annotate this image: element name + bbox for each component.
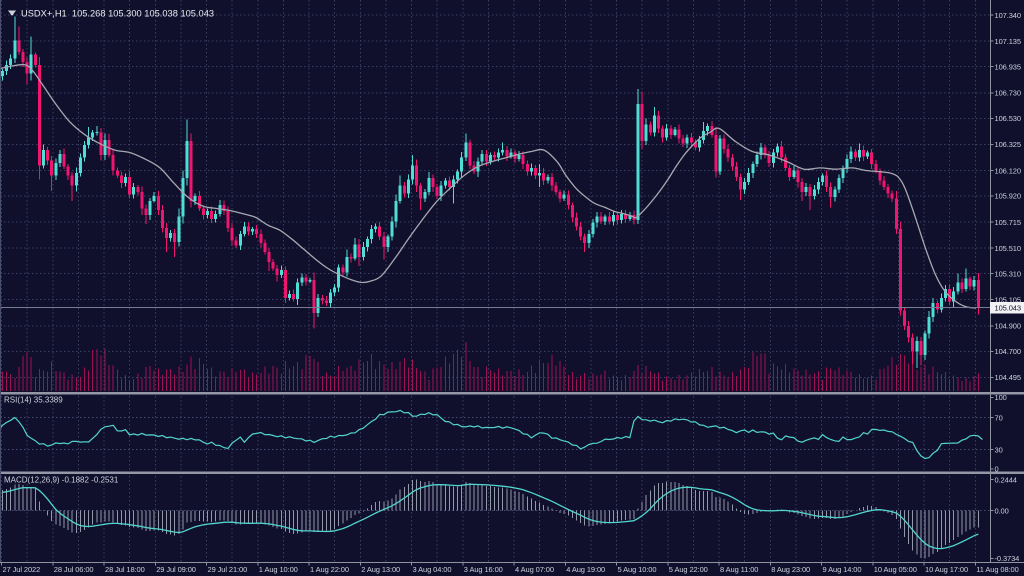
svg-text:1 Aug 22:00: 1 Aug 22:00	[310, 565, 349, 574]
svg-text:105.043: 105.043	[995, 304, 1021, 313]
svg-text:0.2444: 0.2444	[995, 475, 1017, 484]
svg-text:104.900: 104.900	[995, 322, 1021, 331]
svg-text:106.120: 106.120	[995, 166, 1021, 175]
svg-text:9 Aug 14:00: 9 Aug 14:00	[823, 565, 862, 574]
svg-text:11 Aug 08:00: 11 Aug 08:00	[976, 565, 1018, 574]
svg-text:-0.3734: -0.3734	[995, 554, 1020, 563]
svg-text:106.325: 106.325	[995, 140, 1021, 149]
svg-text:107.135: 107.135	[995, 37, 1021, 46]
svg-text:1 Aug 10:00: 1 Aug 10:00	[259, 565, 298, 574]
svg-text:29 Jul 21:00: 29 Jul 21:00	[208, 565, 248, 574]
svg-text:USDX+,H1 105.268 105.300 105.: USDX+,H1 105.268 105.300 105.038 105.043	[21, 9, 214, 19]
svg-text:104.700: 104.700	[995, 347, 1021, 356]
svg-text:10 Aug 05:00: 10 Aug 05:00	[874, 565, 917, 574]
svg-text:5 Aug 10:00: 5 Aug 10:00	[618, 565, 657, 574]
svg-text:3 Aug 16:00: 3 Aug 16:00	[464, 565, 503, 574]
svg-text:29 Jul 09:00: 29 Jul 09:00	[156, 565, 196, 574]
svg-text:105.920: 105.920	[995, 192, 1021, 201]
svg-text:4 Aug 07:00: 4 Aug 07:00	[515, 565, 554, 574]
svg-text:28 Jul 06:00: 28 Jul 06:00	[54, 565, 94, 574]
svg-text:5 Aug 22:00: 5 Aug 22:00	[669, 565, 708, 574]
svg-text:3 Aug 04:00: 3 Aug 04:00	[413, 565, 452, 574]
svg-text:0: 0	[995, 465, 999, 474]
svg-text:106.935: 106.935	[995, 63, 1021, 72]
svg-text:70: 70	[995, 413, 1003, 422]
svg-text:8 Aug 23:00: 8 Aug 23:00	[771, 565, 810, 574]
svg-text:105.310: 105.310	[995, 269, 1021, 278]
svg-text:30: 30	[995, 445, 1003, 454]
svg-text:27 Jul 2022: 27 Jul 2022	[3, 565, 41, 574]
svg-text:105.715: 105.715	[995, 218, 1021, 227]
svg-text:106.730: 106.730	[995, 89, 1021, 98]
svg-text:4 Aug 19:00: 4 Aug 19:00	[566, 565, 605, 574]
svg-text:RSI(14) 35.3389: RSI(14) 35.3389	[4, 396, 63, 405]
svg-text:107.340: 107.340	[995, 11, 1021, 20]
svg-text:105.105: 105.105	[995, 296, 1021, 305]
svg-text:0.00: 0.00	[995, 507, 1009, 516]
svg-text:104.495: 104.495	[995, 373, 1021, 382]
svg-text:106.530: 106.530	[995, 114, 1021, 123]
svg-text:8 Aug 11:00: 8 Aug 11:00	[720, 565, 758, 574]
svg-text:28 Jul 18:00: 28 Jul 18:00	[105, 565, 145, 574]
svg-text:10 Aug 17:00: 10 Aug 17:00	[925, 565, 968, 574]
svg-text:2 Aug 13:00: 2 Aug 13:00	[361, 565, 400, 574]
svg-text:MACD(12,26,9) -0.1882 -0.2531: MACD(12,26,9) -0.1882 -0.2531	[4, 476, 119, 485]
svg-text:105.510: 105.510	[995, 244, 1021, 253]
svg-text:100: 100	[995, 393, 1007, 402]
